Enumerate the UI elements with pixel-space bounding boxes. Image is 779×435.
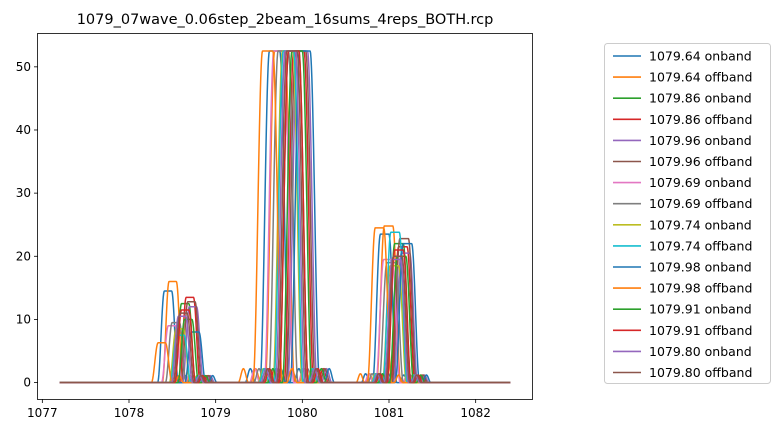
y-tick-label: 10 — [16, 312, 31, 326]
y-tick-label: 40 — [16, 123, 31, 137]
legend-label: 1079.69 offband — [649, 196, 752, 211]
legend-label: 1079.74 offband — [649, 238, 752, 253]
legend-label: 1079.86 onband — [649, 91, 752, 106]
x-tick-label: 1079 — [200, 406, 231, 420]
y-tick-label: 50 — [16, 60, 31, 74]
legend-label: 1079.96 onband — [649, 133, 752, 148]
x-tick-label: 1080 — [287, 406, 318, 420]
legend-label: 1079.80 offband — [649, 365, 752, 380]
x-tick-label: 1078 — [114, 406, 145, 420]
legend-label: 1079.64 onband — [649, 49, 752, 64]
y-tick-label: 0 — [23, 376, 31, 390]
chart-title: 1079_07wave_0.06step_2beam_16sums_4reps_… — [77, 12, 494, 28]
legend-label: 1079.91 offband — [649, 323, 752, 338]
legend-label: 1079.64 offband — [649, 70, 752, 85]
legend-label: 1079.74 onband — [649, 217, 752, 232]
x-tick-label: 1077 — [27, 406, 58, 420]
plot-frame — [37, 33, 533, 400]
series-lines — [59, 50, 511, 384]
x-tick-label: 1082 — [460, 406, 491, 420]
legend-label: 1079.69 onband — [649, 175, 752, 190]
y-axis: 0 10 20 30 40 50 — [16, 60, 38, 390]
legend-label: 1079.91 onband — [649, 302, 752, 317]
x-axis: 1077 1078 1079 1080 1081 1082 — [27, 399, 491, 420]
y-tick-label: 30 — [16, 186, 31, 200]
legend-frame — [604, 43, 771, 384]
legend-label: 1079.80 onband — [649, 344, 752, 359]
y-tick-label: 20 — [16, 249, 31, 263]
series-line-16 — [59, 50, 511, 384]
legend-label: 1079.98 onband — [649, 260, 752, 275]
legend-label: 1079.96 offband — [649, 154, 752, 169]
plot-area: 1077 1078 1079 1080 1081 1082 0 10 20 30 40 50 — [16, 33, 533, 420]
legend: 1079.64 onband 1079.64 offband 1079.86 onb… — [604, 43, 771, 384]
legend-label: 1079.86 offband — [649, 112, 752, 127]
legend-label: 1079.98 offband — [649, 281, 752, 296]
x-tick-label: 1081 — [374, 406, 405, 420]
